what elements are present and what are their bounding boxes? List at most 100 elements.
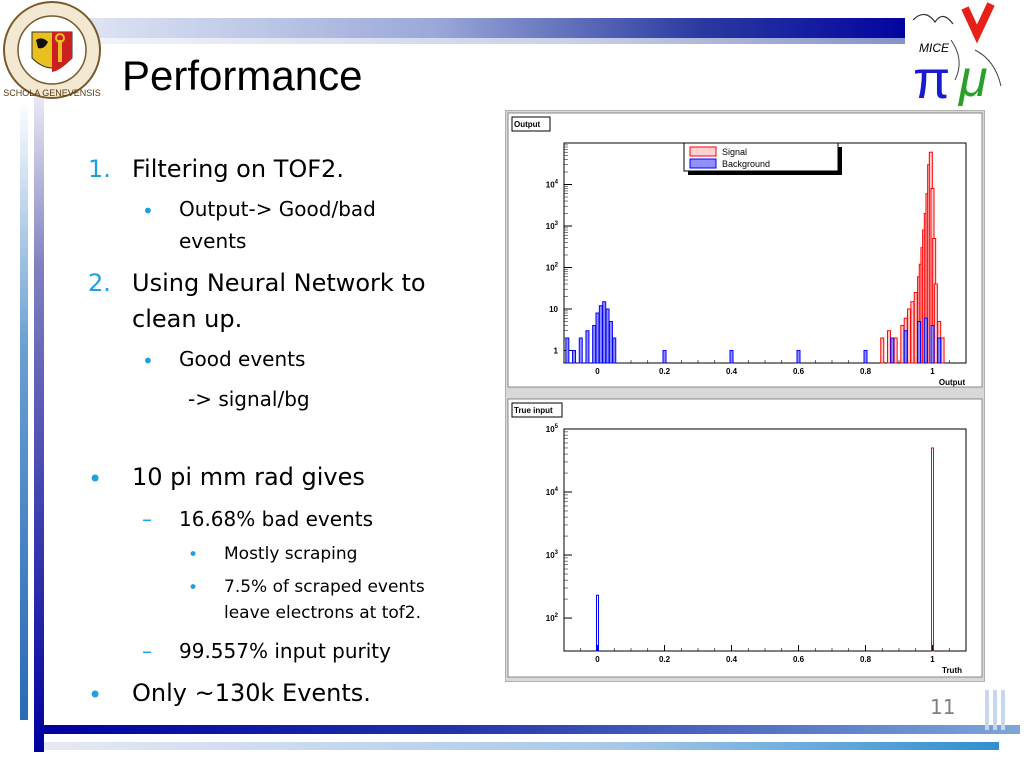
- chart-title-box: [511, 116, 551, 132]
- list-item-text: Using Neural Network to: [132, 269, 426, 297]
- histogram-bar: [662, 350, 667, 364]
- legend-label: Background: [722, 159, 770, 169]
- left-accent-bar-dark: [34, 60, 44, 752]
- histogram-bar: [612, 337, 617, 364]
- list-item-text: -> signal/bg: [188, 387, 310, 411]
- histogram-bar: [930, 325, 935, 364]
- histogram-charts: Output 0 0.2 0.4 0.6 0.8 1 1 10 102 103 104 Output Si…: [507, 112, 983, 678]
- bottom-accent-bar: [40, 725, 1020, 734]
- histogram-bar: [903, 330, 908, 364]
- svg-text:π: π: [913, 50, 950, 108]
- x-tick-label: 0.6: [793, 367, 805, 376]
- histogram-bar: [565, 337, 570, 364]
- svg-text:SCHOLA GENEVENSIS: SCHOLA GENEVENSIS: [3, 88, 101, 98]
- histogram-bar: [595, 312, 600, 364]
- y-tick-label: 10: [549, 305, 558, 314]
- item-number: 2.: [88, 269, 111, 297]
- bullet-icon: •: [188, 545, 199, 565]
- histogram-bar: [602, 301, 607, 364]
- histogram-bar: [608, 320, 613, 364]
- x-tick-label: 0.8: [860, 367, 872, 376]
- legend-label: Signal: [722, 147, 747, 157]
- list-item-text: Only ~130k Events.: [132, 679, 371, 707]
- plot-frame: [563, 428, 967, 652]
- list-item-text: Output-> Good/bad: [179, 197, 376, 221]
- histogram-bar: [605, 308, 610, 364]
- x-tick-label: 0: [595, 367, 600, 376]
- histogram-bar: [923, 317, 928, 364]
- x-axis-label: Truth: [942, 666, 962, 675]
- bullet-icon: •: [142, 199, 154, 223]
- chart-title: Output: [514, 120, 541, 129]
- histogram-bar: [893, 337, 898, 364]
- top-accent-bar-thin: [60, 38, 920, 44]
- left-accent-bar: [20, 100, 28, 720]
- chart-title: True input: [514, 406, 553, 415]
- histogram-bar: [900, 325, 905, 364]
- histogram-bar: [890, 337, 895, 364]
- bullet-icon: •: [188, 578, 199, 598]
- chart-panel: Output 0 0.2 0.4 0.6 0.8 1 1 10 102 103 104 Output Si…: [505, 110, 985, 682]
- histogram-bar: [910, 301, 915, 364]
- y-tick-label: 102: [546, 613, 559, 623]
- histogram-bar: [596, 594, 599, 652]
- dash-icon: –: [142, 639, 152, 663]
- list-item-text: 10 pi mm rad gives: [132, 463, 365, 491]
- list-item-text: 99.557% input purity: [179, 639, 391, 663]
- histogram-bar: [585, 330, 590, 364]
- histogram-bar: [937, 337, 942, 364]
- item-number: 1.: [88, 155, 111, 183]
- histogram-bar: [578, 337, 583, 364]
- histogram-bar: [572, 350, 577, 364]
- right-accent-bars: [985, 690, 1015, 730]
- chart-title-box: [511, 402, 563, 418]
- top-accent-bar: [40, 18, 920, 40]
- list-item-text: 7.5% of scraped events: [224, 577, 425, 597]
- schola-genevensis-seal-icon: SCHOLA GENEVENSIS: [3, 1, 101, 99]
- x-tick-label: 0.4: [726, 655, 738, 664]
- svg-text:MICE: MICE: [919, 41, 950, 55]
- histogram-bar: [907, 308, 912, 364]
- svg-text:μ: μ: [957, 50, 988, 108]
- bullet-icon: •: [88, 465, 103, 493]
- bullet-icon: •: [142, 349, 154, 373]
- x-tick-label: 0.4: [726, 367, 738, 376]
- mice-logo-icon: MICE π μ: [905, 0, 1015, 108]
- x-tick-label: 0.6: [793, 655, 805, 664]
- y-tick-label: 105: [546, 424, 559, 434]
- y-tick-label: 104: [546, 180, 559, 190]
- legend-swatch: [689, 146, 717, 157]
- x-axis-label: Output: [939, 378, 966, 387]
- histogram-bar: [940, 337, 945, 364]
- histogram-bar: [729, 350, 734, 364]
- histogram-bar: [598, 305, 603, 364]
- list-item-text: 16.68% bad events: [179, 507, 374, 531]
- x-tick-label: 0.8: [860, 655, 872, 664]
- histogram-bar: [592, 325, 597, 364]
- list-item-text: Good events: [179, 347, 306, 371]
- x-tick-label: 0.2: [659, 655, 671, 664]
- y-tick-label: 103: [546, 221, 559, 231]
- y-tick-label: 104: [546, 487, 559, 497]
- slide-content: 1. Filtering on TOF2. • Output-> Good/ba…: [88, 155, 488, 715]
- x-tick-label: 1: [930, 367, 935, 376]
- histogram-bar: [796, 350, 801, 364]
- list-item: 1.: [88, 155, 111, 183]
- x-tick-label: 0: [595, 655, 600, 664]
- list-item-text: Filtering on TOF2.: [132, 155, 344, 183]
- histogram-bar: [931, 447, 934, 652]
- histogram-bar: [913, 291, 918, 364]
- list-item-text: leave electrons at tof2.: [224, 603, 421, 623]
- slide-title: Performance: [122, 52, 363, 99]
- dash-icon: –: [142, 507, 152, 531]
- y-tick-label: 1: [554, 347, 559, 356]
- histogram-bar: [863, 350, 868, 364]
- bottom-accent-bar-light: [44, 742, 999, 750]
- histogram-bar: [880, 337, 885, 364]
- legend-swatch: [689, 158, 717, 169]
- list-item: 2.: [88, 269, 111, 297]
- histogram-bar: [886, 330, 891, 364]
- histogram-bar: [933, 283, 938, 364]
- list-item-text: clean up.: [132, 305, 243, 333]
- list-item-text: Mostly scraping: [224, 544, 358, 564]
